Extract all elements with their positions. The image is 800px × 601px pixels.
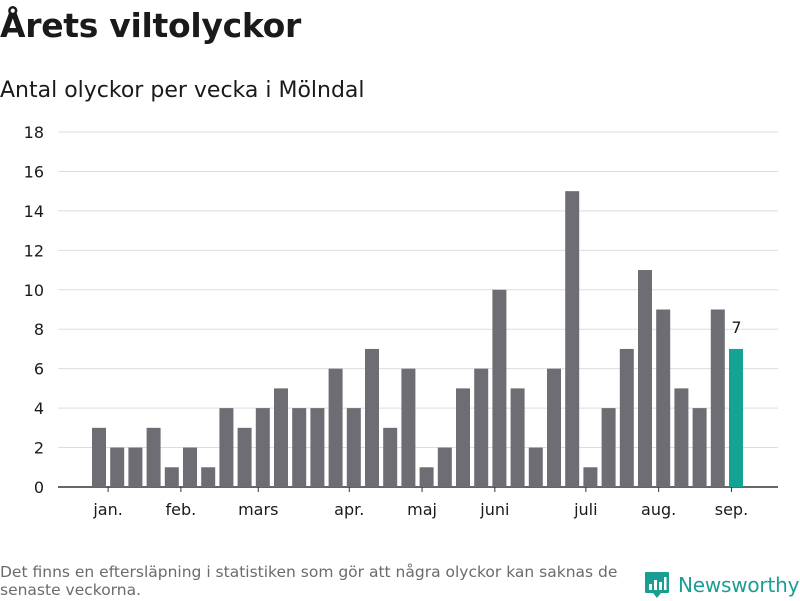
y-tick-label: 4 <box>34 399 44 418</box>
newsworthy-logo: Newsworthy <box>644 569 799 601</box>
bar <box>401 368 416 487</box>
y-tick-label: 14 <box>24 202 44 221</box>
bar <box>92 427 106 487</box>
bars <box>92 191 743 487</box>
y-tick-label: 18 <box>24 123 44 142</box>
y-tick-label: 6 <box>34 360 44 379</box>
bar <box>710 309 725 487</box>
bar <box>528 447 543 487</box>
y-tick-label: 10 <box>24 281 44 300</box>
newsworthy-logo-icon <box>645 572 669 598</box>
data-labels: 7 <box>731 318 741 337</box>
bar <box>146 427 161 487</box>
bar <box>183 447 197 487</box>
bar <box>419 467 434 487</box>
y-tick-label: 8 <box>34 320 44 339</box>
last-value-label: 7 <box>731 318 741 337</box>
x-tick-label: juni <box>479 500 509 519</box>
x-tick-label: mars <box>238 500 278 519</box>
bar <box>547 368 561 487</box>
brand-name: Newsworthy <box>678 573 800 597</box>
bar <box>310 408 325 487</box>
bar <box>583 467 598 487</box>
x-tick-label: juli <box>573 500 597 519</box>
x-tick-label: maj <box>407 500 437 519</box>
x-tick-label: sep. <box>715 500 748 519</box>
bar <box>619 348 634 487</box>
bar <box>237 427 252 487</box>
bar <box>292 408 307 487</box>
bar <box>328 368 343 487</box>
bar-current-week <box>729 348 743 487</box>
bar <box>674 388 689 487</box>
bar <box>601 408 616 487</box>
bar <box>656 309 671 487</box>
y-tick-label: 0 <box>34 478 44 497</box>
x-tick-label: jan. <box>92 500 122 519</box>
bar <box>437 447 452 487</box>
x-tick-label: apr. <box>334 500 364 519</box>
x-tick-label: feb. <box>166 500 197 519</box>
y-axis-ticks: 0 2 4 6 8 10 12 14 16 18 <box>24 123 44 497</box>
bar <box>365 348 379 487</box>
bar <box>692 408 707 487</box>
chart-subtitle: Antal olyckor per vecka i Mölndal <box>0 78 365 103</box>
bar <box>638 270 652 487</box>
bar <box>456 388 470 487</box>
bar <box>346 408 361 487</box>
bar <box>474 368 489 487</box>
chart-title: Årets viltolyckor <box>0 6 301 45</box>
bar <box>565 191 580 487</box>
bar <box>128 447 143 487</box>
x-axis-ticks: jan. feb. mars apr. maj juni juli aug. sep. <box>92 487 748 519</box>
bar <box>383 427 398 487</box>
bar <box>219 408 234 487</box>
bar <box>492 289 507 487</box>
x-tick-label: aug. <box>641 500 676 519</box>
footnote: Det finns en eftersläpning i statistiken… <box>0 563 618 599</box>
bar <box>164 467 179 487</box>
bar <box>110 447 125 487</box>
bar <box>255 408 270 487</box>
bar <box>201 467 216 487</box>
y-tick-label: 2 <box>34 439 44 458</box>
y-tick-label: 12 <box>24 241 44 260</box>
bar <box>274 388 288 487</box>
y-tick-label: 16 <box>24 162 44 181</box>
bar <box>510 388 525 487</box>
